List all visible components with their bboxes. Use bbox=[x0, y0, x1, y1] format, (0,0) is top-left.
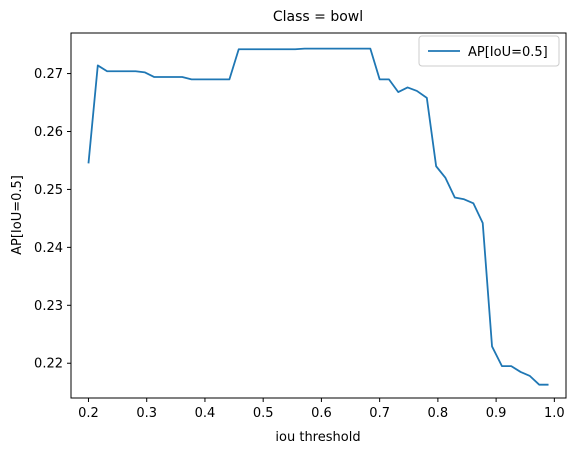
x-tick-label: 0.9 bbox=[486, 406, 507, 421]
x-tick-label: 0.7 bbox=[369, 406, 390, 421]
y-axis-label: AP[IoU=0.5] bbox=[10, 175, 25, 255]
y-tick-label: 0.26 bbox=[34, 125, 63, 140]
x-tick-label: 0.3 bbox=[136, 406, 157, 421]
x-tick-label: 0.8 bbox=[428, 406, 449, 421]
chart-title: Class = bowl bbox=[273, 9, 363, 25]
legend-box bbox=[418, 35, 560, 67]
x-tick-label: 0.4 bbox=[195, 406, 216, 421]
x-tick-label: 0.2 bbox=[78, 406, 99, 421]
legend: AP[IoU=0.5] bbox=[418, 35, 560, 67]
x-axis: 0.2 0.3 0.4 0.5 0.6 0.7 0.8 0.9 1.0 bbox=[78, 398, 565, 421]
x-tick-label: 1.0 bbox=[544, 406, 565, 421]
x-tick-label: 0.5 bbox=[253, 406, 274, 421]
y-tick-label: 0.24 bbox=[34, 241, 63, 256]
series-layer bbox=[87, 47, 549, 386]
y-axis: 0.22 0.23 0.24 0.25 0.26 0.27 bbox=[34, 67, 71, 372]
series-line bbox=[87, 47, 549, 386]
y-tick-label: 0.23 bbox=[34, 299, 63, 314]
plot-area bbox=[70, 32, 567, 399]
y-tick-label: 0.27 bbox=[34, 67, 63, 82]
legend-label: AP[IoU=0.5] bbox=[468, 45, 548, 60]
x-axis-label: iou threshold bbox=[275, 430, 360, 445]
y-tick-label: 0.25 bbox=[34, 183, 63, 198]
y-tick-label: 0.22 bbox=[34, 357, 63, 372]
x-tick-label: 0.6 bbox=[311, 406, 332, 421]
axes-frame bbox=[70, 32, 567, 399]
